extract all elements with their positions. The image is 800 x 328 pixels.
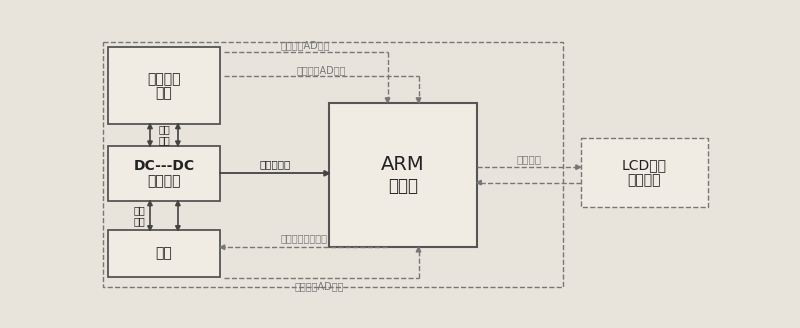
Bar (108, 146, 220, 201)
Bar (330, 102, 477, 247)
Polygon shape (175, 124, 180, 129)
Text: 电流采样方波转换: 电流采样方波转换 (280, 233, 327, 243)
Polygon shape (148, 226, 152, 230)
Text: 报警电路: 报警电路 (628, 173, 661, 187)
Text: 单片机: 单片机 (388, 177, 418, 195)
Polygon shape (416, 247, 421, 252)
Bar (103, 42, 563, 287)
Polygon shape (148, 124, 152, 129)
Bar (581, 138, 708, 207)
Polygon shape (416, 98, 421, 102)
Polygon shape (324, 171, 330, 176)
Polygon shape (477, 180, 482, 185)
Polygon shape (386, 98, 390, 102)
Polygon shape (175, 141, 180, 146)
Text: DC---DC: DC---DC (134, 159, 194, 173)
Polygon shape (220, 245, 225, 250)
Text: 输出
电压: 输出 电压 (158, 124, 170, 146)
Text: ARM: ARM (382, 154, 425, 174)
Text: 输出
电压: 输出 电压 (134, 205, 145, 227)
Text: LCD显示: LCD显示 (622, 158, 667, 172)
Text: 温度采样AD转换: 温度采样AD转换 (297, 65, 346, 75)
Polygon shape (148, 201, 152, 206)
Polygon shape (175, 226, 180, 230)
Text: 自适应控制: 自适应控制 (259, 159, 290, 169)
Text: 电池: 电池 (155, 86, 172, 100)
Polygon shape (148, 141, 152, 146)
Text: 串口通信: 串口通信 (516, 154, 541, 164)
Text: 燃料采样AD转换: 燃料采样AD转换 (281, 41, 330, 51)
Bar (108, 47, 220, 124)
Text: 负载: 负载 (155, 246, 172, 260)
Bar (108, 230, 220, 277)
Text: 阵列燃料: 阵列燃料 (147, 72, 181, 86)
Text: 电压采样AD转换: 电压采样AD转换 (294, 281, 344, 291)
Polygon shape (576, 165, 581, 170)
Text: 升压稳压: 升压稳压 (147, 174, 181, 188)
Polygon shape (175, 201, 180, 206)
